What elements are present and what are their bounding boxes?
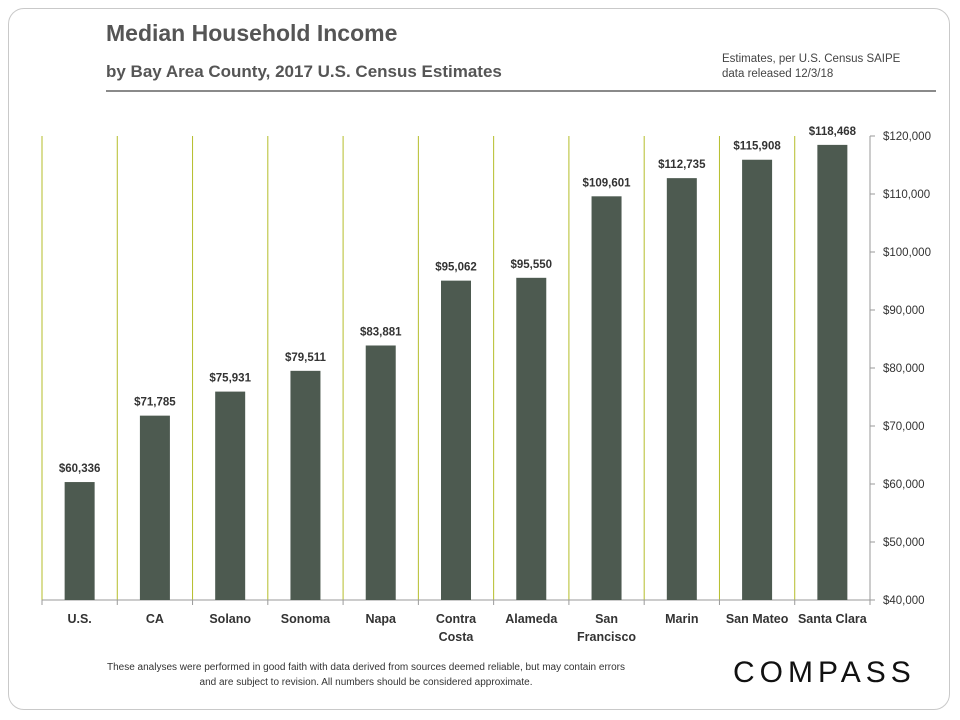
- compass-logo: COMPASS: [733, 656, 916, 689]
- source-note: Estimates, per U.S. Census SAIPE data re…: [722, 52, 900, 82]
- data-label: $112,735: [658, 159, 706, 171]
- y-tick-label: $40,000: [883, 595, 925, 607]
- x-tick-label: Santa Clara: [798, 612, 868, 626]
- x-tick-label: U.S.: [67, 612, 91, 626]
- data-label: $115,908: [733, 141, 781, 153]
- data-label: $83,881: [360, 326, 402, 338]
- bar: [139, 415, 170, 600]
- x-tick-label: San: [595, 612, 618, 626]
- x-tick-label: Contra: [436, 612, 477, 626]
- data-label: $75,931: [209, 373, 251, 385]
- y-tick-label: $100,000: [883, 247, 931, 259]
- header-divider: [106, 90, 936, 92]
- chart-title: Median Household Income: [106, 20, 398, 46]
- source-line-1: Estimates, per U.S. Census SAIPE: [722, 53, 901, 65]
- source-line-2: data released 12/3/18: [722, 68, 834, 80]
- x-tick-label: Napa: [365, 612, 397, 626]
- bar: [817, 144, 848, 600]
- bar: [215, 391, 246, 600]
- bar: [516, 277, 547, 600]
- y-tick-label: $90,000: [883, 305, 925, 317]
- data-label: $79,511: [285, 352, 327, 364]
- bar: [742, 159, 773, 601]
- disclaimer: These analyses were performed in good fa…: [56, 660, 676, 690]
- x-tick-label: Solano: [209, 612, 251, 626]
- disclaimer-line-2: and are subject to revision. All numbers…: [199, 677, 533, 688]
- bar: [441, 280, 471, 600]
- x-tick-label: CA: [146, 612, 164, 626]
- bar: [591, 196, 622, 600]
- data-label: $95,062: [435, 262, 477, 274]
- data-label: $71,785: [134, 397, 176, 409]
- bar: [290, 370, 321, 600]
- x-tick-label: San Mateo: [726, 612, 789, 626]
- x-tick-label: Costa: [439, 630, 475, 644]
- bar: [666, 178, 697, 600]
- y-tick-label: $60,000: [883, 479, 925, 491]
- bar: [365, 345, 396, 600]
- y-tick-label: $80,000: [883, 363, 925, 375]
- disclaimer-line-1: These analyses were performed in good fa…: [106, 662, 626, 673]
- y-tick-label: $50,000: [883, 537, 925, 549]
- x-tick-label: Sonoma: [281, 612, 331, 626]
- y-tick-label: $110,000: [883, 189, 930, 201]
- x-tick-label: Marin: [665, 612, 698, 626]
- data-label: $95,550: [510, 259, 552, 271]
- y-tick-label: $120,000: [883, 131, 931, 143]
- data-label: $60,336: [59, 463, 101, 475]
- x-tick-label: Francisco: [577, 630, 636, 644]
- data-label: $109,601: [583, 177, 632, 189]
- y-tick-label: $70,000: [883, 421, 925, 433]
- data-label: $118,468: [809, 126, 857, 138]
- chart-subtitle: by Bay Area County, 2017 U.S. Census Est…: [106, 62, 502, 81]
- x-tick-label: Alameda: [505, 612, 558, 626]
- bar: [64, 482, 95, 600]
